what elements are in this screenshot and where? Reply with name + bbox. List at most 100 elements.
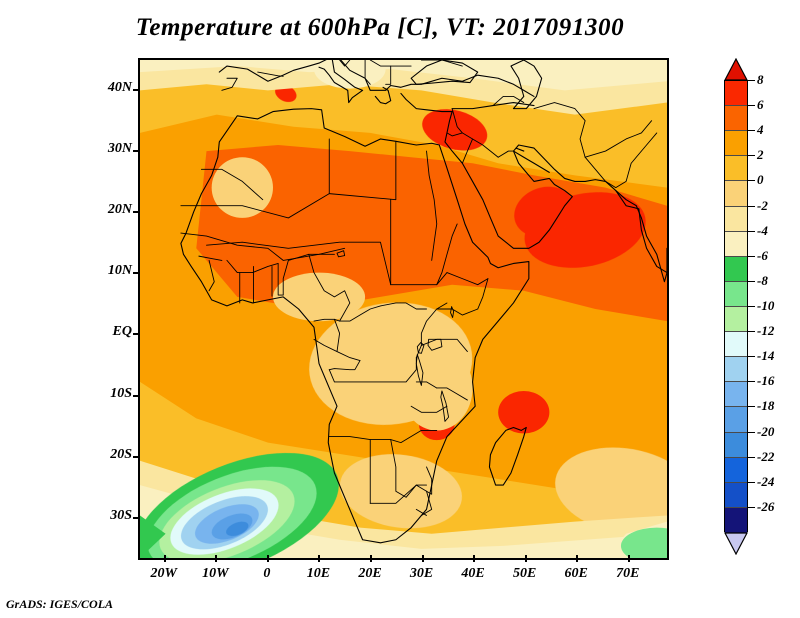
colorbar-swatch [725,256,747,282]
colorbar-tick-label: -10 [757,298,775,313]
coastline [415,466,433,495]
colorbar-swatch [725,432,747,458]
temperature-band [498,391,550,434]
coastline [451,108,499,158]
colorbar-swatch [725,281,747,307]
latitude-tick-mark [133,272,140,275]
coastline [226,259,279,274]
coastline [510,60,543,110]
colorbar-swatch [725,231,747,257]
longitude-tick-label: 70E [616,566,640,581]
coastline [584,120,653,158]
longitude-tick-mark [524,555,527,562]
coastline [208,259,215,292]
colorbar-tick-mark [748,280,755,282]
colorbar-tick-mark [748,431,755,433]
coastline [374,86,392,105]
colorbar-tick-label: -2 [757,197,768,213]
page-title: Temperature at 600hPa [C], VT: 201709130… [135,14,625,41]
longitude-tick-label: 30E [409,566,434,581]
colorbar-tick-mark [748,155,755,157]
coastline [318,60,364,104]
colorbar-swatch [725,106,747,132]
colorbar-swatch [725,81,747,107]
coastline [436,387,468,401]
coastline [410,405,448,413]
longitude-tick-label: 20W [150,566,177,581]
latitude-tick-label: 30S [110,508,132,524]
latitude-tick-label: EQ [112,324,132,340]
colorbar-tick-mark [748,406,755,408]
temperature-band [272,272,366,322]
coastline [328,140,397,201]
coastline [461,138,474,164]
colorbar-tick-mark [748,130,755,132]
colorbar-swatch [725,181,747,207]
coastline [427,338,443,351]
coastline [339,302,427,322]
colorbar-tick-label: -18 [757,398,775,414]
longitude-tick-label: 0 [263,566,271,581]
temperature-band [514,186,575,237]
longitude-tick-mark [215,555,218,562]
longitude-tick-label: 20E [358,566,382,581]
colorbar-tick-label: 8 [757,72,764,87]
colorbar-swatch [725,332,747,358]
colorbar-tick-mark [748,356,755,358]
coastline [415,381,438,389]
coastline [410,60,479,85]
colorbar-swatch [725,206,747,232]
colorbar-tick-mark [748,105,755,107]
longitude-tick-label: 10E [306,566,331,581]
latitude-tick-mark [133,517,140,520]
coastline [497,150,514,158]
temperature-band [140,515,166,558]
colorbar-tick-label: -6 [757,247,768,263]
coastline [206,241,448,286]
coastline [221,77,238,91]
colorbar-tick-label: -8 [757,272,768,288]
colorbar-tick-mark [748,205,755,207]
colorbar-tick-mark [748,381,755,383]
coastline [277,263,284,296]
colorbar-tick-mark [748,80,755,81]
coastline [615,190,667,283]
colorbar[interactable]: 8 6 4 2 0 -2 -4 -6 -8 -10 -12 -14 -16 -18 -20 -22 -24 -26 [724,58,796,555]
coastline [512,150,550,173]
colorbar-tick-label: -22 [757,448,775,464]
coastline [364,60,371,85]
coastline [444,141,573,249]
coastline [436,308,479,316]
coastline [180,108,530,544]
coastline [488,426,527,486]
coastline [333,318,341,353]
longitude-tick-mark [421,555,424,562]
colorbar-swatch [725,156,747,182]
colorbar-swatch [725,382,747,408]
coastline [218,60,535,97]
temperature-band [226,521,249,536]
colorbar-tick-mark [748,481,755,483]
colorbar-under-arrow [724,532,748,555]
temperature-band [620,527,667,558]
colorbar-tick-label: -26 [757,498,775,514]
coastline [369,484,417,504]
colorbar-swatch [725,306,747,333]
longitude-tick-mark [318,555,321,562]
longitude-tick-label: 10W [202,566,229,581]
coastline [420,490,433,516]
coastline [477,278,489,310]
colorbar-swatch [725,482,747,508]
colorbar-tick-label: -14 [757,348,775,364]
colorbar-swatch [725,407,747,433]
latitude-tick-mark [133,394,140,397]
coastline [282,253,335,296]
latitude-tick-label: 20N [107,202,132,218]
map-plot-area[interactable] [138,58,669,560]
longitude-tick-mark [576,555,579,562]
coastline [415,354,424,386]
coastline [400,92,453,143]
colorbar-tick-label: 2 [757,147,764,163]
colorbar-tick-label: -20 [757,423,775,439]
colorbar-swatch [725,357,747,383]
